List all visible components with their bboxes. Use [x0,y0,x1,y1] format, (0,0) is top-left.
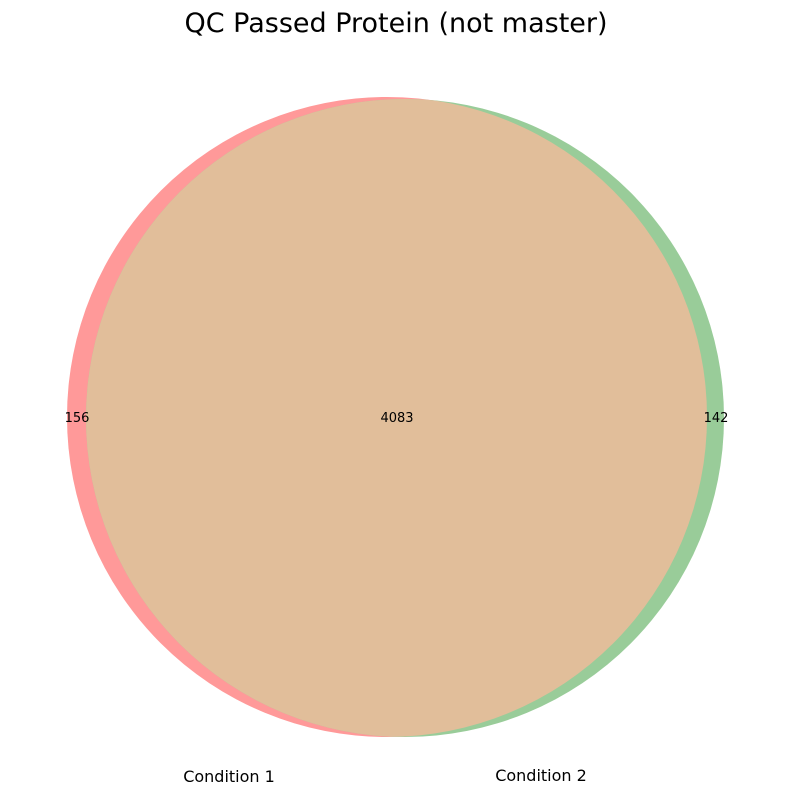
condition-1-label: Condition 1 [183,767,275,786]
condition-2-only-count: 142 [704,411,729,426]
diagram-title: QC Passed Protein (not master) [184,8,607,39]
condition-2-label: Condition 2 [495,766,587,785]
condition-1-only-count: 156 [65,411,90,426]
intersection-count: 4083 [380,411,413,426]
intersection-region [86,99,707,737]
